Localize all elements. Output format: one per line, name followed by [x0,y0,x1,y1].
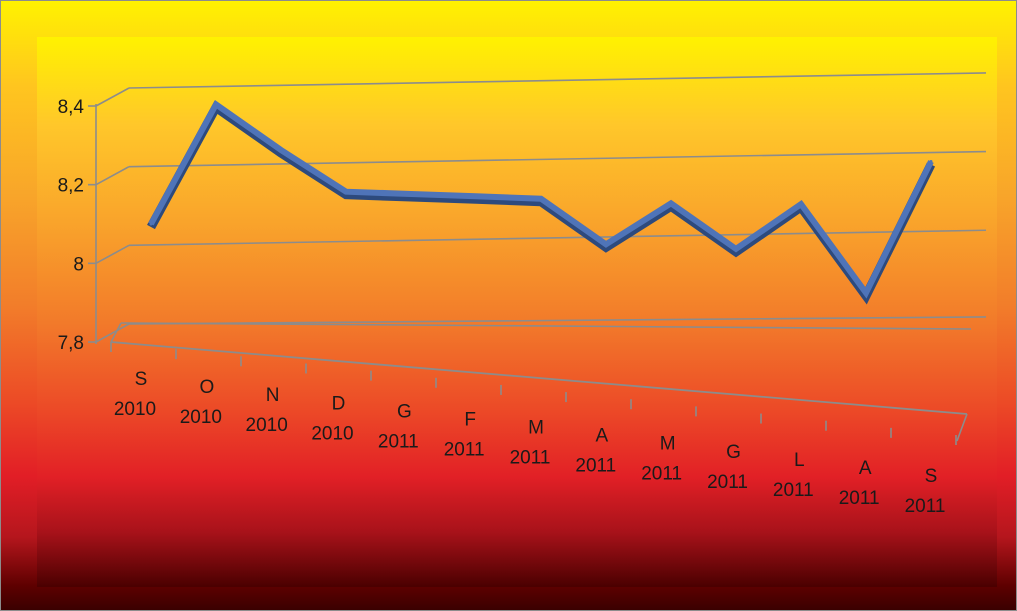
x-tick-label-year: 2011 [641,464,682,485]
x-tick-label-year: 2011 [444,439,485,460]
y-tick-label: 8,2 [58,176,84,197]
data-point [799,202,803,206]
floor-back-edge [120,322,972,330]
y-tick-label: 8 [73,254,84,275]
x-tick-label-month: A [595,426,608,447]
x-tick-label-year: 2011 [707,472,748,493]
x-tick-label-year: 2010 [114,399,156,420]
x-tick-label-year: 2011 [575,456,616,477]
x-tick-label-month: N [266,385,280,406]
x-tick-label-year: 2010 [311,423,353,444]
x-tick-label-month: M [660,434,676,455]
data-point [734,247,738,251]
x-tick-label-month: L [794,450,805,471]
x-tick-label-month: G [726,442,741,463]
floor-left-edge [110,322,122,343]
x-tick-label-year: 2010 [180,407,222,428]
x-tick-label-year: 2011 [905,496,946,517]
gridline [128,72,987,89]
y-tick-label: 8,4 [58,97,85,118]
data-point [409,192,413,196]
y-tick-label: 7,8 [58,333,84,354]
data-point [929,160,933,164]
grid-connector [95,244,130,265]
x-tick-label-year: 2011 [378,431,419,452]
data-point [149,222,153,226]
data-point [344,190,348,194]
grid-connector [95,323,130,343]
grid-connector [95,87,130,107]
grid-connector [95,165,130,186]
gridline [128,229,987,247]
data-point [604,242,608,246]
x-tick-label-year: 2011 [839,488,880,509]
data-point [279,148,283,152]
data-point [214,102,218,106]
x-tick-label-year: 2011 [773,480,814,501]
floor-right-edge [956,413,968,442]
x-tick-label-month: A [859,458,872,479]
x-tick-label-month: G [397,401,412,422]
x-tick-label-month: S [925,466,938,487]
x-tick-label-month: F [464,409,476,430]
data-point [539,197,543,201]
plot-area [37,37,997,587]
data-point [669,201,673,205]
x-axis-front [110,341,968,415]
data-point [864,291,868,295]
data-point [474,194,478,198]
x-tick-label-month: O [199,377,214,398]
x-tick-label-month: S [135,369,148,390]
x-tick-label-year: 2010 [246,415,288,436]
gridline [128,316,987,325]
gridline [128,150,987,168]
x-tick-label-month: M [528,418,544,439]
x-tick-label-month: D [332,393,346,414]
x-tick-label-year: 2011 [510,448,551,469]
